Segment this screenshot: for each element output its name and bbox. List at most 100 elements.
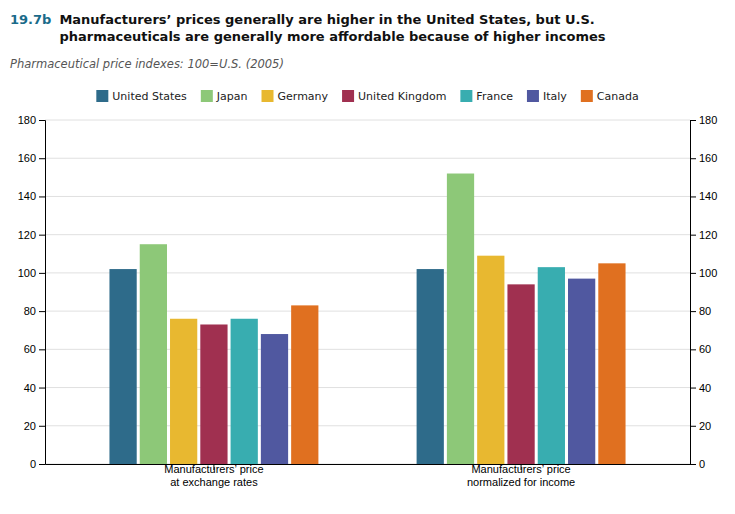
tick-mark — [690, 196, 696, 197]
legend-swatch — [581, 90, 593, 102]
tick-mark — [39, 311, 45, 312]
tick-label: 100 — [18, 267, 36, 279]
bar — [200, 324, 227, 464]
grid — [45, 120, 690, 464]
legend-swatch — [342, 90, 354, 102]
text-line: pharmaceuticals are generally more affor… — [59, 29, 605, 44]
legend-label: Japan — [216, 90, 248, 103]
tick-mark — [39, 273, 45, 274]
tick-mark — [39, 388, 45, 389]
series — [261, 279, 595, 464]
series — [170, 256, 504, 464]
tick-mark — [39, 196, 45, 197]
bar — [170, 319, 197, 464]
tick: 20 — [24, 420, 45, 432]
grid-line — [45, 158, 690, 159]
text-line: Manufacturers’ price — [471, 463, 570, 475]
title-number: 19.7b — [10, 12, 51, 27]
tick-label: 140 — [699, 190, 717, 202]
tick-mark — [690, 235, 696, 236]
tick: 60 — [24, 343, 45, 355]
tick: 180 — [690, 114, 717, 126]
tick-label: 40 — [699, 382, 711, 394]
tick-label: 120 — [18, 229, 36, 241]
legend-item: United States — [96, 90, 187, 103]
legend-label: France — [476, 90, 513, 103]
tick: 140 — [690, 190, 717, 202]
tick: 160 — [690, 152, 717, 164]
bars — [109, 174, 625, 464]
tick-mark — [690, 311, 696, 312]
plot: Manufacturers’ priceat exchange rates Man… — [18, 114, 718, 488]
bar — [538, 267, 565, 464]
legend-swatch — [262, 90, 274, 102]
tick-label: 20 — [699, 420, 711, 432]
title: Manufacturers’ prices generally are high… — [59, 12, 605, 44]
legend-item: Italy — [527, 90, 567, 103]
tick-mark — [39, 120, 45, 121]
tick-label: 180 — [699, 114, 717, 126]
chart: 19.7b Manufacturers’ prices generally are… — [0, 0, 735, 514]
tick-mark — [690, 426, 696, 427]
tick: 180 — [18, 114, 45, 126]
bar — [598, 263, 625, 464]
tick: 100 — [18, 267, 45, 279]
tick: 20 — [690, 420, 711, 432]
tick-mark — [39, 464, 45, 465]
tick-label: 100 — [699, 267, 717, 279]
tick: Manufacturers’ pricenormalized for incom… — [467, 463, 575, 488]
tick-label: 60 — [24, 343, 36, 355]
tick: 0 — [690, 458, 705, 470]
legend-label: United Kingdom — [358, 90, 446, 103]
legend-swatch — [527, 90, 539, 102]
tick: 120 — [690, 229, 717, 241]
tick: 40 — [690, 382, 711, 394]
tick-mark — [39, 426, 45, 427]
tick-label: 40 — [24, 382, 36, 394]
grid-line — [45, 196, 690, 197]
axis-line — [46, 464, 691, 465]
tick: 120 — [18, 229, 45, 241]
legend-item: Canada — [581, 90, 639, 103]
tick-label: 0 — [30, 458, 36, 470]
tick-label: 80 — [699, 305, 711, 317]
grid-line — [45, 234, 690, 235]
tick: 0 — [30, 458, 45, 470]
tick-mark — [690, 273, 696, 274]
tick-mark — [39, 349, 45, 350]
bar — [568, 279, 595, 464]
bar — [291, 305, 318, 464]
legend-label: Canada — [597, 90, 639, 103]
tick-mark — [690, 120, 696, 121]
series — [140, 174, 474, 464]
y2-axis: 0 20 40 60 80 100 120 140 160 180 — [690, 114, 717, 470]
bar — [477, 256, 504, 464]
axis-line — [691, 121, 697, 465]
x-axis: Manufacturers’ priceat exchange rates Man… — [46, 463, 691, 488]
legend-label: Germany — [278, 90, 329, 103]
bar — [417, 269, 444, 464]
bar — [261, 334, 288, 464]
tick: 80 — [690, 305, 711, 317]
tick-label: 160 — [699, 152, 717, 164]
tick-label: 60 — [699, 343, 711, 355]
tick-label: 20 — [24, 420, 36, 432]
legend-swatch — [201, 90, 213, 102]
legend-item: United Kingdom — [342, 90, 446, 103]
text-line: normalized for income — [467, 476, 575, 488]
series — [200, 284, 534, 464]
bar — [507, 284, 534, 464]
bar — [231, 319, 258, 464]
legend-label: Italy — [543, 90, 567, 103]
legend-label: United States — [112, 90, 187, 103]
tick-mark — [690, 388, 696, 389]
legend-item: France — [460, 90, 513, 103]
tick-label: Manufacturers’ priceat exchange rates — [164, 463, 263, 488]
legend-swatch — [96, 90, 108, 102]
tick-label: 180 — [18, 114, 36, 126]
tick-mark — [690, 349, 696, 350]
series — [291, 263, 625, 464]
legend: United States Japan Germany United Kingdom F… — [96, 90, 638, 103]
bar — [447, 174, 474, 464]
tick: 80 — [24, 305, 45, 317]
